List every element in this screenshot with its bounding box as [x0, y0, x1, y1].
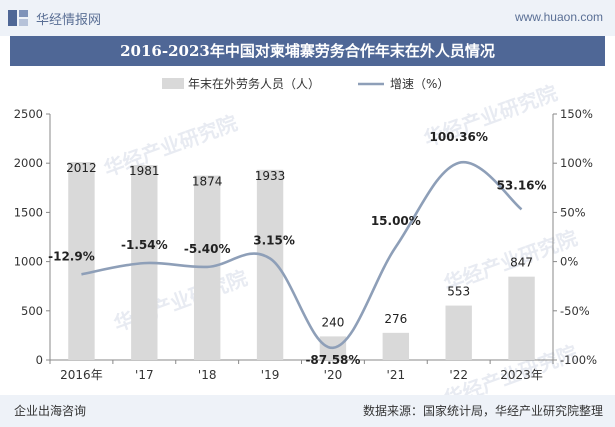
y-right-tick-label: -100%: [560, 353, 597, 367]
header-bar: 华经情报网 www.huaon.com: [0, 0, 615, 36]
footer-tagline: 企业出海咨询: [14, 404, 87, 418]
legend-swatch-bars: [162, 78, 184, 89]
x-tick-label: '19: [261, 368, 280, 382]
x-tick-label: 2016年: [60, 368, 103, 382]
y-left-tick-label: 1500: [14, 205, 43, 219]
line-value-label: 100.36%: [430, 130, 488, 144]
line-value-label: -1.54%: [121, 238, 168, 252]
x-tick-label: '17: [135, 368, 154, 382]
bar: [508, 276, 535, 360]
x-tick-label: '18: [198, 368, 217, 382]
y-right-tick-label: 100%: [560, 156, 593, 170]
y-right-tick-label: 50%: [560, 205, 586, 219]
y-right-tick-label: 150%: [560, 107, 593, 121]
site-name: 华经情报网: [36, 13, 102, 28]
chart-area: 年末在外劳务人员（人） 增速（%） 0 500 1000 1500 2000 2500 -100…: [14, 76, 597, 382]
legend-label-bars: 年末在外劳务人员（人）: [188, 76, 320, 91]
bar: [382, 332, 410, 360]
y-left-tick-label: 0: [36, 353, 43, 367]
legend-label-line: 增速（%）: [390, 77, 449, 91]
growth-line: [81, 160, 523, 350]
y-left-tick-label: 1000: [14, 255, 43, 269]
y-right-tick-label: 0%: [560, 255, 578, 269]
data-source: 数据来源：国家统计局，华经产业研究院整理: [362, 404, 603, 418]
bar-value-label: 240: [321, 315, 344, 329]
bar-value-label: 553: [447, 285, 470, 299]
bar-value-label: 1933: [255, 169, 286, 183]
site-url[interactable]: www.huaon.com: [514, 10, 603, 24]
x-tick-label: 2023年: [500, 368, 543, 382]
bar-value-label: 2012: [66, 161, 97, 175]
y-left-tick-label: 2000: [14, 156, 43, 170]
x-tick-label: '22: [449, 368, 468, 382]
bar: [68, 162, 95, 360]
bar: [256, 169, 284, 360]
bar: [445, 305, 472, 360]
chart-title: 2016-2023年中国对柬埔寨劳务合作年末在外人员情况: [10, 36, 605, 66]
x-tick-label: '21: [387, 368, 406, 382]
y-left-tick-label: 2500: [14, 107, 43, 121]
bar-value-label: 1981: [129, 164, 160, 178]
y-right-tick-label: -50%: [560, 304, 590, 318]
line-value-label: -12.9%: [48, 249, 95, 263]
line-value-label: -87.58%: [305, 353, 360, 367]
bar-value-label: 276: [384, 312, 407, 326]
footer-bar: 企业出海咨询 数据来源：国家统计局，华经产业研究院整理: [0, 395, 615, 427]
bar-value-label: 847: [510, 256, 533, 270]
line-value-label: 15.00%: [371, 214, 421, 228]
line-value-label: 3.15%: [253, 234, 295, 248]
huajing-logo-icon: [8, 10, 28, 26]
bar-value-label: 1874: [192, 175, 223, 189]
x-tick-label: '20: [324, 368, 343, 382]
y-left-tick-label: 500: [21, 304, 43, 318]
line-value-label: -5.40%: [184, 242, 231, 256]
line-value-label: 53.16%: [497, 178, 547, 192]
